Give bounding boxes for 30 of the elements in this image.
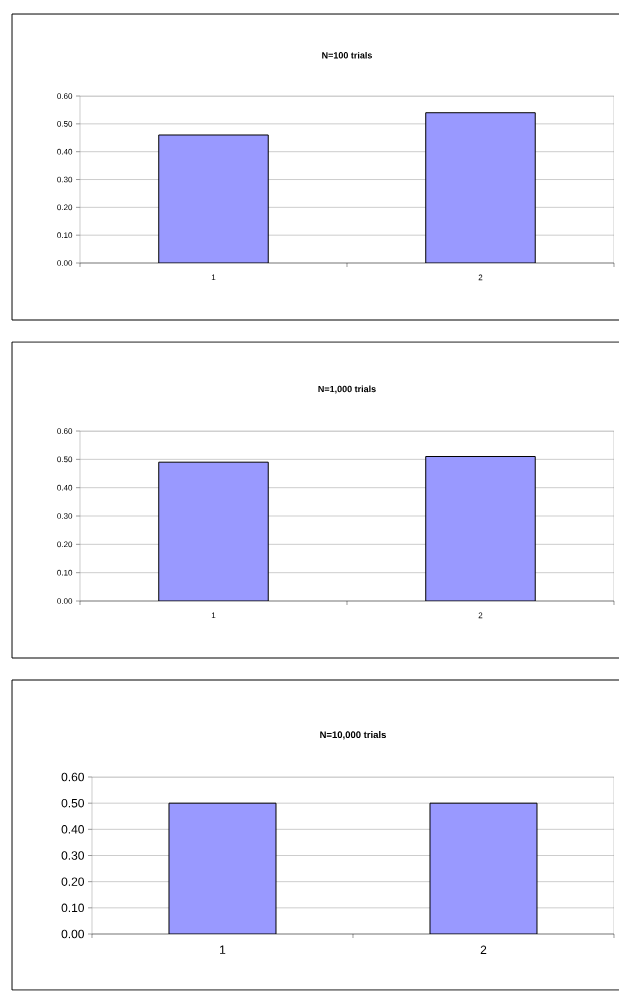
y-tick-label: 0.30 bbox=[61, 851, 84, 860]
y-tick-label: 0.50 bbox=[57, 121, 73, 127]
y-tick-label: 0.50 bbox=[57, 456, 73, 463]
y-tick-label: 0.10 bbox=[57, 569, 73, 576]
y-tick-label: 0.40 bbox=[57, 148, 73, 155]
x-tick-label: 1 bbox=[211, 612, 216, 619]
y-tick-label: 0.50 bbox=[61, 798, 84, 808]
y-tick-label: 0.10 bbox=[61, 903, 84, 913]
chart-title: N=100 trials bbox=[322, 51, 373, 59]
y-tick-label: 0.00 bbox=[57, 260, 73, 266]
x-tick-label: 1 bbox=[220, 945, 226, 954]
x-tick-label: 2 bbox=[478, 612, 483, 619]
chart-title: N=10,000 trials bbox=[320, 731, 386, 740]
y-tick-label: 0.30 bbox=[57, 513, 73, 519]
y-tick-label: 0.40 bbox=[61, 825, 84, 834]
y-tick-label: 0.60 bbox=[57, 93, 73, 99]
y-tick-label: 0.20 bbox=[57, 541, 73, 548]
y-tick-label: 0.00 bbox=[57, 598, 73, 604]
y-tick-label: 0.20 bbox=[57, 204, 73, 211]
y-tick-label: 0.60 bbox=[57, 428, 73, 434]
y-tick-label: 0.10 bbox=[57, 232, 73, 239]
x-tick-label: 2 bbox=[480, 945, 487, 954]
y-tick-label: 0.30 bbox=[57, 176, 73, 183]
y-tick-label: 0.40 bbox=[57, 484, 73, 491]
y-tick-label: 0.60 bbox=[61, 772, 84, 782]
x-tick-label: 2 bbox=[478, 274, 483, 281]
y-tick-label: 0.00 bbox=[61, 929, 84, 939]
x-tick-label: 1 bbox=[211, 274, 216, 281]
y-tick-label: 0.20 bbox=[61, 877, 84, 886]
chart-title: N=1,000 trials bbox=[318, 385, 376, 394]
